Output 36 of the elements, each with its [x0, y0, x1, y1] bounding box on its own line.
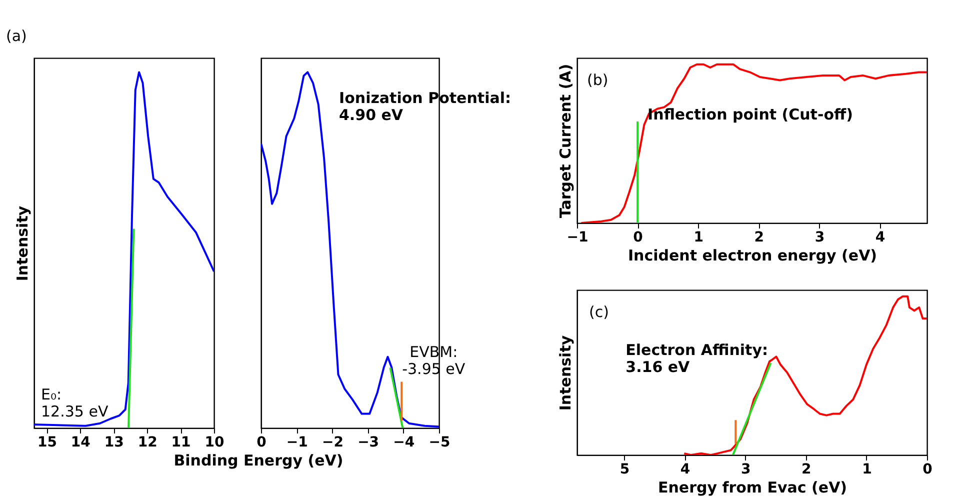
x-tick-label: −3	[358, 434, 380, 450]
text: (a)	[6, 27, 27, 45]
annotation: Inflection point (Cut-off)	[648, 106, 854, 124]
x-tick-label: 5	[620, 462, 630, 478]
x-tick-label: 10	[204, 434, 224, 450]
x-tick-label: 14	[70, 434, 91, 450]
annotation: (b)	[587, 71, 608, 89]
x-tick-label: −1	[286, 434, 308, 450]
x-tick-label: 1	[862, 462, 872, 478]
y-axis-title: Intensity	[556, 335, 574, 411]
x-tick-label: 11	[171, 434, 191, 450]
x-tick-label: 15	[37, 434, 57, 450]
annotation: E₀: 12.35 eV	[41, 385, 109, 420]
x-tick-label: 13	[104, 434, 124, 450]
x-axis-title: Binding Energy (eV)	[174, 452, 344, 470]
y-axis-title: Target Current (A)	[556, 64, 574, 218]
x-tick-label: 1	[694, 230, 704, 246]
x-tick-label: 4	[680, 462, 690, 478]
x-tick-label: −2	[322, 434, 344, 450]
x-axis-title: Incident electron energy (eV)	[628, 246, 878, 264]
x-axis-title: Energy from Evac (eV)	[658, 478, 848, 496]
x-tick-label: 2	[754, 230, 764, 246]
x-tick-label: 4	[875, 230, 886, 246]
x-tick-label: 0	[256, 434, 267, 450]
y-axis-title: Intensity	[14, 206, 32, 282]
x-tick-label: 3	[814, 230, 825, 246]
x-tick-label: −1	[566, 230, 588, 246]
x-tick-label: 2	[802, 462, 812, 478]
x-tick-label: −5	[428, 434, 450, 450]
x-tick-label: 3	[740, 462, 751, 478]
x-tick-label: 0	[922, 462, 933, 478]
annotation: Electron Affinity: 3.16 eV	[626, 341, 768, 376]
x-tick-label: 0	[633, 230, 644, 246]
x-tick-label: 12	[138, 434, 158, 450]
x-tick-label: −4	[393, 434, 415, 450]
annotation: (c)	[589, 303, 609, 321]
